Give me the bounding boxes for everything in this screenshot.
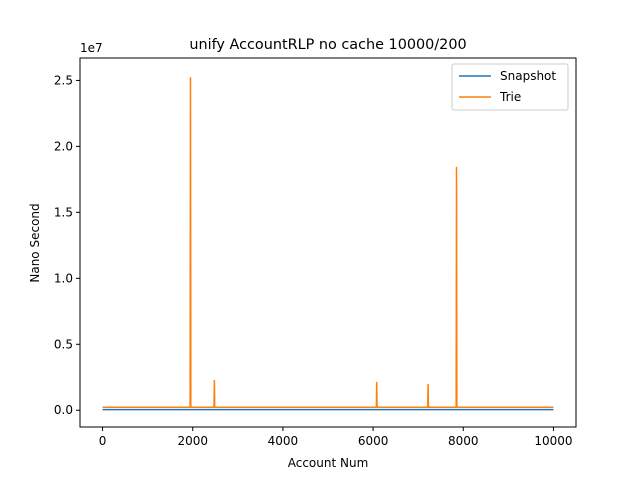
legend-label-trie: Trie — [499, 90, 521, 104]
legend: Snapshot Trie — [451, 63, 569, 111]
x-tick-label: 4000 — [268, 434, 299, 448]
x-axis-label: Account Num — [288, 456, 369, 470]
y-axis-offset-label: 1e7 — [80, 41, 103, 55]
y-tick-label: 0.0 — [54, 403, 73, 417]
legend-label-snapshot: Snapshot — [500, 69, 556, 83]
y-tick-label: 2.0 — [54, 139, 73, 153]
x-tick-label: 6000 — [358, 434, 389, 448]
plot-area — [79, 57, 577, 428]
x-tick-label: 2000 — [177, 434, 208, 448]
x-tick-label: 0 — [99, 434, 107, 448]
x-tick-label: 8000 — [448, 434, 479, 448]
y-tick-label: 1.5 — [54, 205, 73, 219]
y-axis-ticks: 0.0 0.5 1.0 1.5 2.0 2.5 — [54, 73, 80, 417]
x-axis-ticks: 0 2000 4000 6000 8000 10000 — [99, 427, 573, 448]
x-tick-label: 10000 — [534, 434, 572, 448]
chart-title: unify AccountRLP no cache 10000/200 — [189, 37, 466, 53]
series-line-trie — [102, 77, 554, 408]
series-layer — [102, 77, 554, 411]
y-tick-label: 2.5 — [54, 73, 73, 87]
y-axis-label: Nano Second — [28, 203, 42, 282]
y-tick-label: 1.0 — [54, 271, 73, 285]
y-tick-label: 0.5 — [54, 337, 73, 351]
